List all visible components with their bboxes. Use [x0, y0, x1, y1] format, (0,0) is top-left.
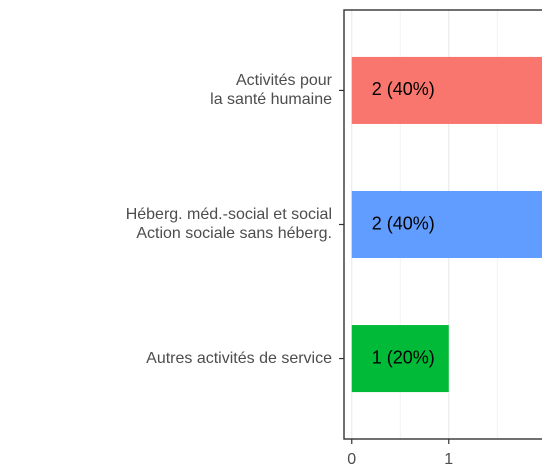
- value-label: 2 (40%): [372, 79, 435, 99]
- x-tick-label: 1: [444, 451, 453, 468]
- y-tick-label: Héberg. méd.-social et social: [126, 206, 332, 223]
- value-label: 1 (20%): [372, 347, 435, 367]
- x-tick-label: 0: [347, 451, 356, 468]
- bar: [351, 190, 542, 259]
- y-tick-label: Autres activités de service: [146, 350, 332, 367]
- panel-border: [343, 9, 542, 440]
- bar: [351, 325, 449, 393]
- value-label: 2 (40%): [372, 213, 435, 233]
- y-tick-label: la santé humaine: [210, 91, 332, 108]
- y-tick-label: Action sociale sans héberg.: [136, 225, 332, 242]
- bar: [351, 56, 542, 124]
- y-tick-label: Activités pour: [236, 72, 333, 89]
